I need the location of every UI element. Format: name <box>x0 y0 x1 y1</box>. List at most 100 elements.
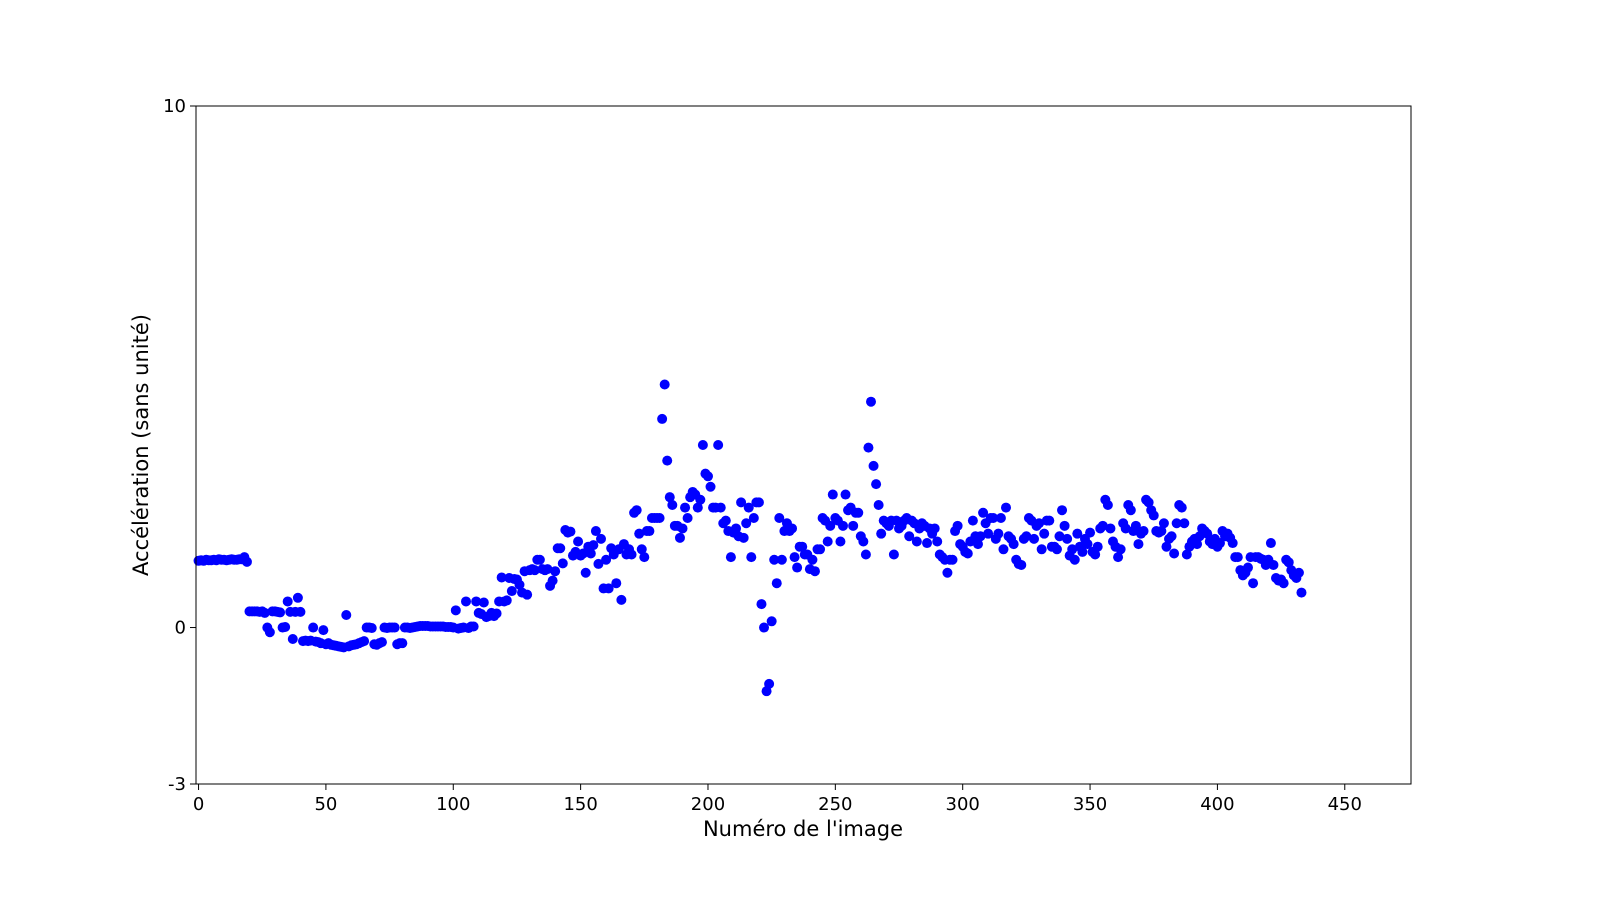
y-axis-label: Accélération (sans unité) <box>129 314 153 576</box>
data-point <box>241 556 252 567</box>
data-point <box>797 541 808 552</box>
data-point <box>860 549 871 560</box>
data-point <box>1082 539 1093 550</box>
data-point <box>922 538 933 549</box>
data-point <box>1077 546 1088 557</box>
data-point <box>868 460 879 471</box>
data-point <box>983 528 994 539</box>
data-point <box>585 548 596 559</box>
data-point <box>534 554 545 565</box>
data-point <box>738 532 749 543</box>
data-point <box>929 523 940 534</box>
data-point <box>1039 528 1050 539</box>
data-point <box>1051 544 1062 555</box>
data-point <box>1001 502 1011 513</box>
data-point <box>731 523 741 534</box>
data-point <box>1293 567 1304 578</box>
data-point <box>450 605 461 616</box>
data-point <box>603 583 614 594</box>
data-point <box>1059 520 1070 531</box>
data-point <box>1054 531 1065 542</box>
data-point <box>825 520 836 531</box>
data-point <box>1143 497 1154 508</box>
data-point <box>1133 539 1144 550</box>
x-tick-label: 400 <box>1200 794 1234 815</box>
data-point <box>771 578 782 589</box>
data-point <box>682 513 693 524</box>
data-point <box>1029 533 1040 544</box>
x-tick-label: 50 <box>314 794 337 815</box>
data-point <box>1062 533 1073 544</box>
data-point <box>468 621 479 632</box>
data-point <box>1069 554 1080 565</box>
data-point <box>911 536 922 547</box>
data-point <box>636 544 647 555</box>
data-point <box>573 536 584 547</box>
data-point <box>611 578 622 589</box>
data-point <box>601 554 612 565</box>
data-point <box>1067 544 1078 555</box>
data-point <box>1021 531 1032 542</box>
x-tick-label: 300 <box>946 794 980 815</box>
data-point <box>667 499 678 510</box>
data-point <box>1283 557 1294 568</box>
data-point <box>715 502 726 513</box>
data-point <box>888 549 899 560</box>
data-point <box>848 520 859 531</box>
data-point <box>764 678 775 689</box>
data-point <box>1072 528 1083 539</box>
data-point <box>1161 541 1172 552</box>
data-point <box>280 622 291 633</box>
data-point <box>366 623 377 634</box>
data-point <box>593 558 604 569</box>
data-point <box>1214 538 1225 549</box>
data-point <box>753 497 764 508</box>
data-point <box>1090 549 1101 560</box>
y-tick-label: 0 <box>175 618 186 639</box>
data-point <box>815 544 826 555</box>
data-point <box>397 638 408 649</box>
y-tick-label: -3 <box>168 774 186 795</box>
data-point <box>1016 559 1027 570</box>
data-point <box>998 544 1009 555</box>
data-point <box>978 507 989 518</box>
data-point <box>547 575 558 586</box>
data-point <box>1125 505 1136 516</box>
data-point <box>1008 539 1019 550</box>
data-point <box>1202 528 1213 539</box>
data-point <box>1265 538 1276 549</box>
y-tick-label: 10 <box>163 96 186 117</box>
data-point <box>743 502 754 513</box>
data-point <box>1296 587 1307 598</box>
data-point <box>697 440 708 450</box>
data-point <box>822 536 833 547</box>
data-point <box>789 552 800 563</box>
data-point <box>295 606 306 617</box>
data-point <box>1171 518 1182 529</box>
data-point <box>1105 523 1116 534</box>
data-point <box>634 528 645 539</box>
data-point <box>776 554 787 565</box>
data-point <box>616 594 627 605</box>
data-point <box>1148 510 1159 521</box>
data-point <box>557 558 568 569</box>
data-point <box>1085 527 1096 538</box>
x-tick-label: 0 <box>193 794 204 815</box>
data-point <box>932 536 943 547</box>
data-point <box>514 579 525 590</box>
data-point <box>1138 526 1149 537</box>
data-point <box>588 540 599 551</box>
x-tick-label: 100 <box>436 794 470 815</box>
data-point <box>1166 531 1177 542</box>
data-point <box>853 507 864 518</box>
data-point <box>807 554 818 565</box>
data-point <box>705 481 716 492</box>
data-point <box>995 513 1006 524</box>
data-point <box>1232 552 1243 563</box>
data-point <box>318 625 329 636</box>
data-point <box>496 572 507 583</box>
data-point <box>1115 544 1126 555</box>
data-point <box>590 526 601 537</box>
